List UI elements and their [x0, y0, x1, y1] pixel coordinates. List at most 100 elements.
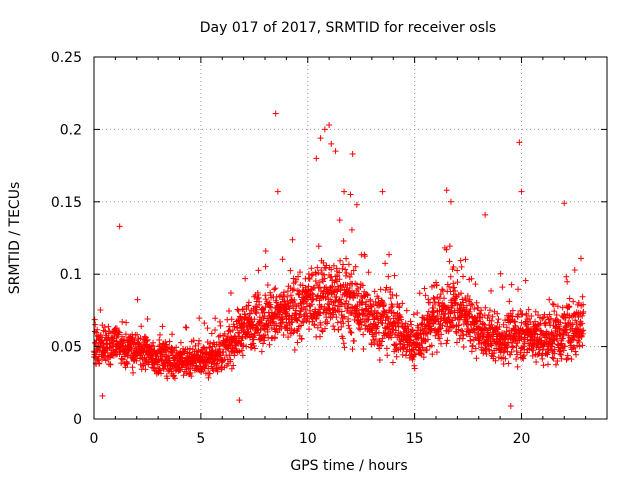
data-point [91, 316, 98, 323]
data-point [488, 317, 495, 324]
data-point [506, 331, 513, 338]
data-point [126, 348, 133, 355]
data-point [407, 331, 414, 338]
data-point [529, 352, 536, 359]
data-point [101, 324, 108, 331]
data-point [228, 316, 235, 323]
data-point [389, 291, 396, 298]
data-point [403, 307, 410, 314]
data-point [383, 309, 390, 316]
data-point [267, 301, 274, 308]
data-point [321, 325, 328, 332]
data-point [407, 318, 414, 325]
data-point [548, 330, 555, 337]
data-point [462, 256, 469, 263]
data-point [552, 361, 559, 368]
data-point [321, 303, 328, 310]
data-point [94, 326, 101, 333]
data-point [119, 318, 126, 325]
data-point [341, 188, 348, 195]
data-point [554, 303, 561, 310]
data-point [315, 284, 322, 291]
data-point [468, 313, 475, 320]
data-point [336, 276, 343, 283]
data-point [296, 269, 303, 276]
data-point [509, 307, 516, 314]
data-point [359, 299, 366, 306]
data-point [396, 304, 403, 311]
data-point [348, 271, 355, 278]
data-point [104, 336, 111, 343]
data-point [110, 337, 117, 344]
data-point [554, 357, 561, 364]
data-point [226, 307, 233, 314]
data-point [473, 355, 480, 362]
data-point [437, 291, 444, 298]
data-point [166, 338, 173, 345]
data-point [556, 325, 563, 332]
data-point [123, 319, 130, 326]
data-point [323, 262, 330, 269]
data-point [238, 347, 245, 354]
data-point [399, 321, 406, 328]
data-point [558, 355, 565, 362]
data-point [317, 333, 324, 340]
data-point [417, 350, 424, 357]
data-point [97, 332, 104, 339]
data-point [343, 270, 350, 277]
data-point [441, 295, 448, 302]
data-point [287, 267, 294, 274]
data-point [262, 304, 269, 311]
data-point [438, 340, 445, 347]
data-point [258, 348, 265, 355]
data-point [473, 299, 480, 306]
data-point [460, 332, 467, 339]
data-point [459, 328, 466, 335]
data-point [201, 320, 208, 327]
data-point [291, 346, 298, 353]
data-point [353, 281, 360, 288]
data-point [365, 269, 372, 276]
data-point [390, 309, 397, 316]
data-point [356, 311, 363, 318]
y-tick-label: 0 [73, 412, 82, 428]
data-point [572, 348, 579, 355]
data-point [433, 282, 440, 289]
data-point [329, 283, 336, 290]
data-point [187, 369, 194, 376]
data-point [229, 327, 236, 334]
data-point [424, 336, 431, 343]
data-point [387, 295, 394, 302]
data-point [215, 333, 222, 340]
data-point [453, 329, 460, 336]
data-point [235, 307, 242, 314]
data-point [412, 351, 419, 358]
data-point [293, 310, 300, 317]
data-point [389, 359, 396, 366]
data-point [573, 351, 580, 358]
data-point [513, 356, 520, 363]
data-point [312, 315, 319, 322]
data-point [504, 342, 511, 349]
data-point [388, 334, 395, 341]
data-point [345, 301, 352, 308]
data-point [306, 326, 313, 333]
data-point [478, 307, 485, 314]
data-point [262, 296, 269, 303]
data-point [514, 363, 521, 370]
data-point [239, 352, 246, 359]
x-tick-label: 15 [406, 431, 424, 447]
data-point [469, 302, 476, 309]
data-point [130, 369, 137, 376]
data-point [492, 357, 499, 364]
data-point [119, 356, 126, 363]
data-point [107, 361, 114, 368]
data-point [342, 266, 349, 273]
data-point [122, 331, 129, 338]
data-point [491, 350, 498, 357]
data-point [516, 139, 523, 146]
data-point [289, 318, 296, 325]
data-point [421, 329, 428, 336]
data-point [340, 261, 347, 268]
data-point [460, 273, 467, 280]
